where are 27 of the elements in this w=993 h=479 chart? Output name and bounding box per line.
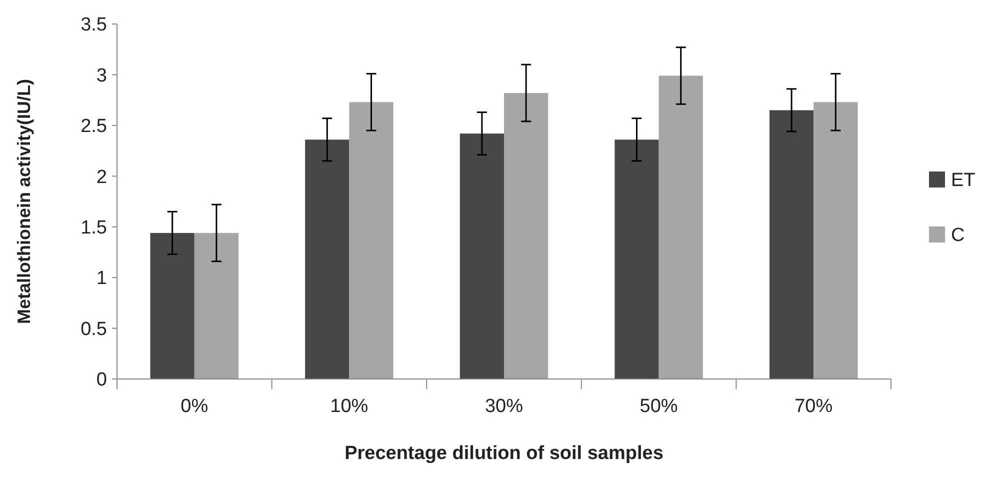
x-tick-label: 10%: [330, 396, 368, 417]
x-axis-title: Precentage dilution of soil samples: [344, 443, 664, 464]
bar: [460, 134, 504, 379]
legend-label: ET: [951, 170, 976, 192]
x-tick-label: 30%: [484, 396, 524, 417]
y-tick-label: 2.5: [80, 116, 107, 138]
bar: [305, 140, 350, 379]
y-axis-title: Metallothionein activity(IU/L): [14, 78, 34, 324]
x-tick-label: 0%: [180, 396, 208, 417]
bar: [814, 102, 858, 379]
bar: [150, 232, 194, 379]
y-tick-label: 2: [96, 166, 107, 188]
y-tick-label: 1: [96, 268, 107, 290]
x-tick-label: 70%: [794, 396, 833, 417]
x-tick-label: 50%: [640, 396, 678, 417]
y-tick-label: 3: [96, 65, 107, 86]
bar: [504, 92, 548, 379]
bar: [194, 232, 239, 379]
bar: [349, 102, 394, 379]
y-tick-label: 3.5: [80, 14, 107, 36]
y-tick-label: 1.5: [80, 218, 107, 239]
legend-label: C: [951, 225, 965, 246]
y-tick-label: 0: [96, 370, 107, 391]
bar: [658, 76, 703, 379]
bar: [769, 110, 814, 379]
y-tick-label: 0.5: [80, 318, 107, 340]
bar: [614, 140, 659, 379]
